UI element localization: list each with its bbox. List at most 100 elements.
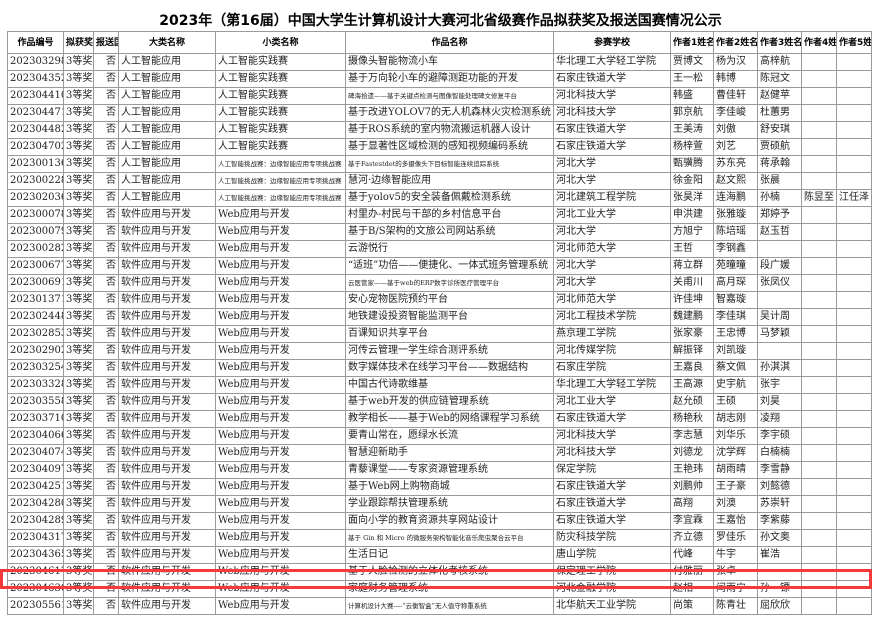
cell-school: 河北大学 bbox=[553, 155, 671, 173]
cell-subcategory: 人工智能挑战赛：边缘智能应用专项挑战赛 bbox=[215, 155, 346, 173]
cell-work-name: 碑海拾遗——基于关键点检测与图像智能处理碑文修复平台 bbox=[345, 87, 554, 105]
cell-author1: 关甫川 bbox=[670, 274, 714, 292]
cell-category: 软件应用与开发 bbox=[118, 274, 216, 292]
cell-school: 河北科技大学 bbox=[553, 444, 671, 462]
cell-work-name: 基于Fastestdet的多摄像头下目标智能连续追踪系统 bbox=[345, 155, 554, 173]
cell-school: 河北师范大学 bbox=[553, 240, 671, 258]
cell-category: 人工智能应用 bbox=[118, 189, 216, 207]
page-title: 2023年（第16届）中国大学生计算机设计大赛河北省级赛作品拟获奖及报送国赛情况… bbox=[159, 13, 722, 29]
table-row: 20230371013等奖否软件应用与开发Web应用与开发教学相长——基于Web… bbox=[7, 410, 872, 428]
cell-work-name: 基于显著性区域检测的感知视频编码系统 bbox=[345, 138, 554, 156]
cell-work-name: 面向小学的教育资源共享网站设计 bbox=[345, 512, 554, 530]
cell-subcategory: Web应用与开发 bbox=[215, 495, 346, 513]
cell-national: 否 bbox=[93, 529, 119, 547]
cell-author4 bbox=[801, 393, 837, 411]
cell-author4 bbox=[801, 138, 837, 156]
cell-category: 软件应用与开发 bbox=[118, 410, 216, 428]
cell-author1: 尚策 bbox=[670, 597, 714, 615]
cell-id: 2023055615 bbox=[7, 597, 64, 615]
cell-national: 否 bbox=[93, 257, 119, 275]
header-category: 大类名称 bbox=[118, 31, 216, 54]
cell-author1: 韩盛 bbox=[670, 87, 714, 105]
cell-id: 2023000790 bbox=[7, 223, 64, 241]
cell-id: 2023001366 bbox=[7, 155, 64, 173]
cell-subcategory: Web应用与开发 bbox=[215, 393, 346, 411]
cell-id: 2023006916 bbox=[7, 274, 64, 292]
table-row: 20230425163等奖否软件应用与开发Web应用与开发基于Web网上购物商城… bbox=[7, 478, 872, 496]
cell-author4 bbox=[801, 172, 837, 190]
cell-id: 2023040978 bbox=[7, 461, 64, 479]
cell-id: 2023037101 bbox=[7, 410, 64, 428]
cell-author3: 孙淇淇 bbox=[757, 359, 802, 377]
cell-author2: 苑曈曈 bbox=[713, 257, 758, 275]
cell-subcategory: 人工智能实践赛 bbox=[215, 104, 346, 122]
cell-subcategory: 人工智能实践赛 bbox=[215, 138, 346, 156]
table-row: 20230436543等奖否软件应用与开发Web应用与开发生活日记唐山学院代峰牛… bbox=[7, 546, 872, 564]
cell-author2: 罗佳乐 bbox=[713, 529, 758, 547]
cell-author5 bbox=[836, 512, 872, 530]
cell-author1: 杨艳秋 bbox=[670, 410, 714, 428]
cell-award: 3等奖 bbox=[63, 495, 94, 513]
cell-author2: 李佳峻 bbox=[713, 104, 758, 122]
cell-national: 否 bbox=[93, 478, 119, 496]
header-author5: 作者5姓名 bbox=[836, 31, 872, 54]
cell-id: 2023006771 bbox=[7, 257, 64, 275]
table-row: 20230290293等奖否软件应用与开发Web应用与开发河传云管理一学生综合测… bbox=[7, 342, 872, 360]
cell-award: 3等奖 bbox=[63, 444, 94, 462]
cell-school: 河北科技大学 bbox=[553, 104, 671, 122]
cell-id: 2023000788 bbox=[7, 206, 64, 224]
cell-school: 保定理工学院 bbox=[553, 563, 671, 581]
table-row: 20230329803等奖否人工智能应用人工智能实践赛摄像头智能物流小车华北理工… bbox=[7, 53, 872, 71]
cell-work-name: 基于web开发的供应链管理系统 bbox=[345, 393, 554, 411]
cell-award: 3等奖 bbox=[63, 104, 94, 122]
table-row: 20230069163等奖否软件应用与开发Web应用与开发云医管家——基于web… bbox=[7, 274, 872, 292]
cell-national: 否 bbox=[93, 410, 119, 428]
cell-subcategory: Web应用与开发 bbox=[215, 342, 346, 360]
cell-author1: 王哲 bbox=[670, 240, 714, 258]
cell-author3: 高梓航 bbox=[757, 53, 802, 71]
cell-award: 3等奖 bbox=[63, 70, 94, 88]
cell-category: 人工智能应用 bbox=[118, 172, 216, 190]
table-row: 20230431713等奖否软件应用与开发Web应用与开发基于 Gin 和 Mi… bbox=[7, 529, 872, 547]
cell-author5: 江任泽 bbox=[836, 189, 872, 207]
cell-award: 3等奖 bbox=[63, 291, 94, 309]
cell-id: 2023043171 bbox=[7, 529, 64, 547]
table-row: 20230448203等奖否人工智能应用人工智能实践赛基于ROS系统的室内物流搬… bbox=[7, 121, 872, 139]
cell-author2: 胡雨晴 bbox=[713, 461, 758, 479]
cell-national: 否 bbox=[93, 53, 119, 71]
cell-author4 bbox=[801, 223, 837, 241]
cell-author4 bbox=[801, 155, 837, 173]
cell-category: 软件应用与开发 bbox=[118, 529, 216, 547]
cell-award: 3等奖 bbox=[63, 53, 94, 71]
cell-id: 2023024480 bbox=[7, 308, 64, 326]
cell-author5 bbox=[836, 376, 872, 394]
cell-id: 2023040667 bbox=[7, 427, 64, 445]
cell-subcategory: Web应用与开发 bbox=[215, 223, 346, 241]
cell-author4 bbox=[801, 257, 837, 275]
cell-work-name: 安心宠物医院预约平台 bbox=[345, 291, 554, 309]
cell-id: 2023043654 bbox=[7, 546, 64, 564]
cell-author5 bbox=[836, 427, 872, 445]
header-school: 参赛学校 bbox=[553, 31, 671, 54]
cell-author5 bbox=[836, 155, 872, 173]
cell-author4 bbox=[801, 461, 837, 479]
cell-subcategory: Web应用与开发 bbox=[215, 461, 346, 479]
cell-work-name: 生活日记 bbox=[345, 546, 554, 564]
cell-work-name: 地铁建设投资智能监测平台 bbox=[345, 308, 554, 326]
cell-author1: 张家豪 bbox=[670, 325, 714, 343]
cell-author5 bbox=[836, 359, 872, 377]
cell-author5 bbox=[836, 206, 872, 224]
cell-award: 3等奖 bbox=[63, 121, 94, 139]
cell-id: 2023046308 bbox=[7, 580, 64, 598]
cell-author3: 苏崇轩 bbox=[757, 495, 802, 513]
cell-id: 2023047023 bbox=[7, 138, 64, 156]
cell-school: 河北大学 bbox=[553, 223, 671, 241]
cell-award: 3等奖 bbox=[63, 240, 94, 258]
cell-author4 bbox=[801, 427, 837, 445]
table-row: 20230022873等奖否人工智能应用人工智能挑战赛：边缘智能应用专项挑战赛慧… bbox=[7, 172, 872, 190]
cell-author5 bbox=[836, 478, 872, 496]
cell-id: 2023002287 bbox=[7, 172, 64, 190]
table-row: 20230441063等奖否人工智能应用人工智能实践赛碑海拾遗——基于关键点检测… bbox=[7, 87, 872, 105]
cell-author3 bbox=[757, 291, 802, 309]
cell-award: 3等奖 bbox=[63, 461, 94, 479]
